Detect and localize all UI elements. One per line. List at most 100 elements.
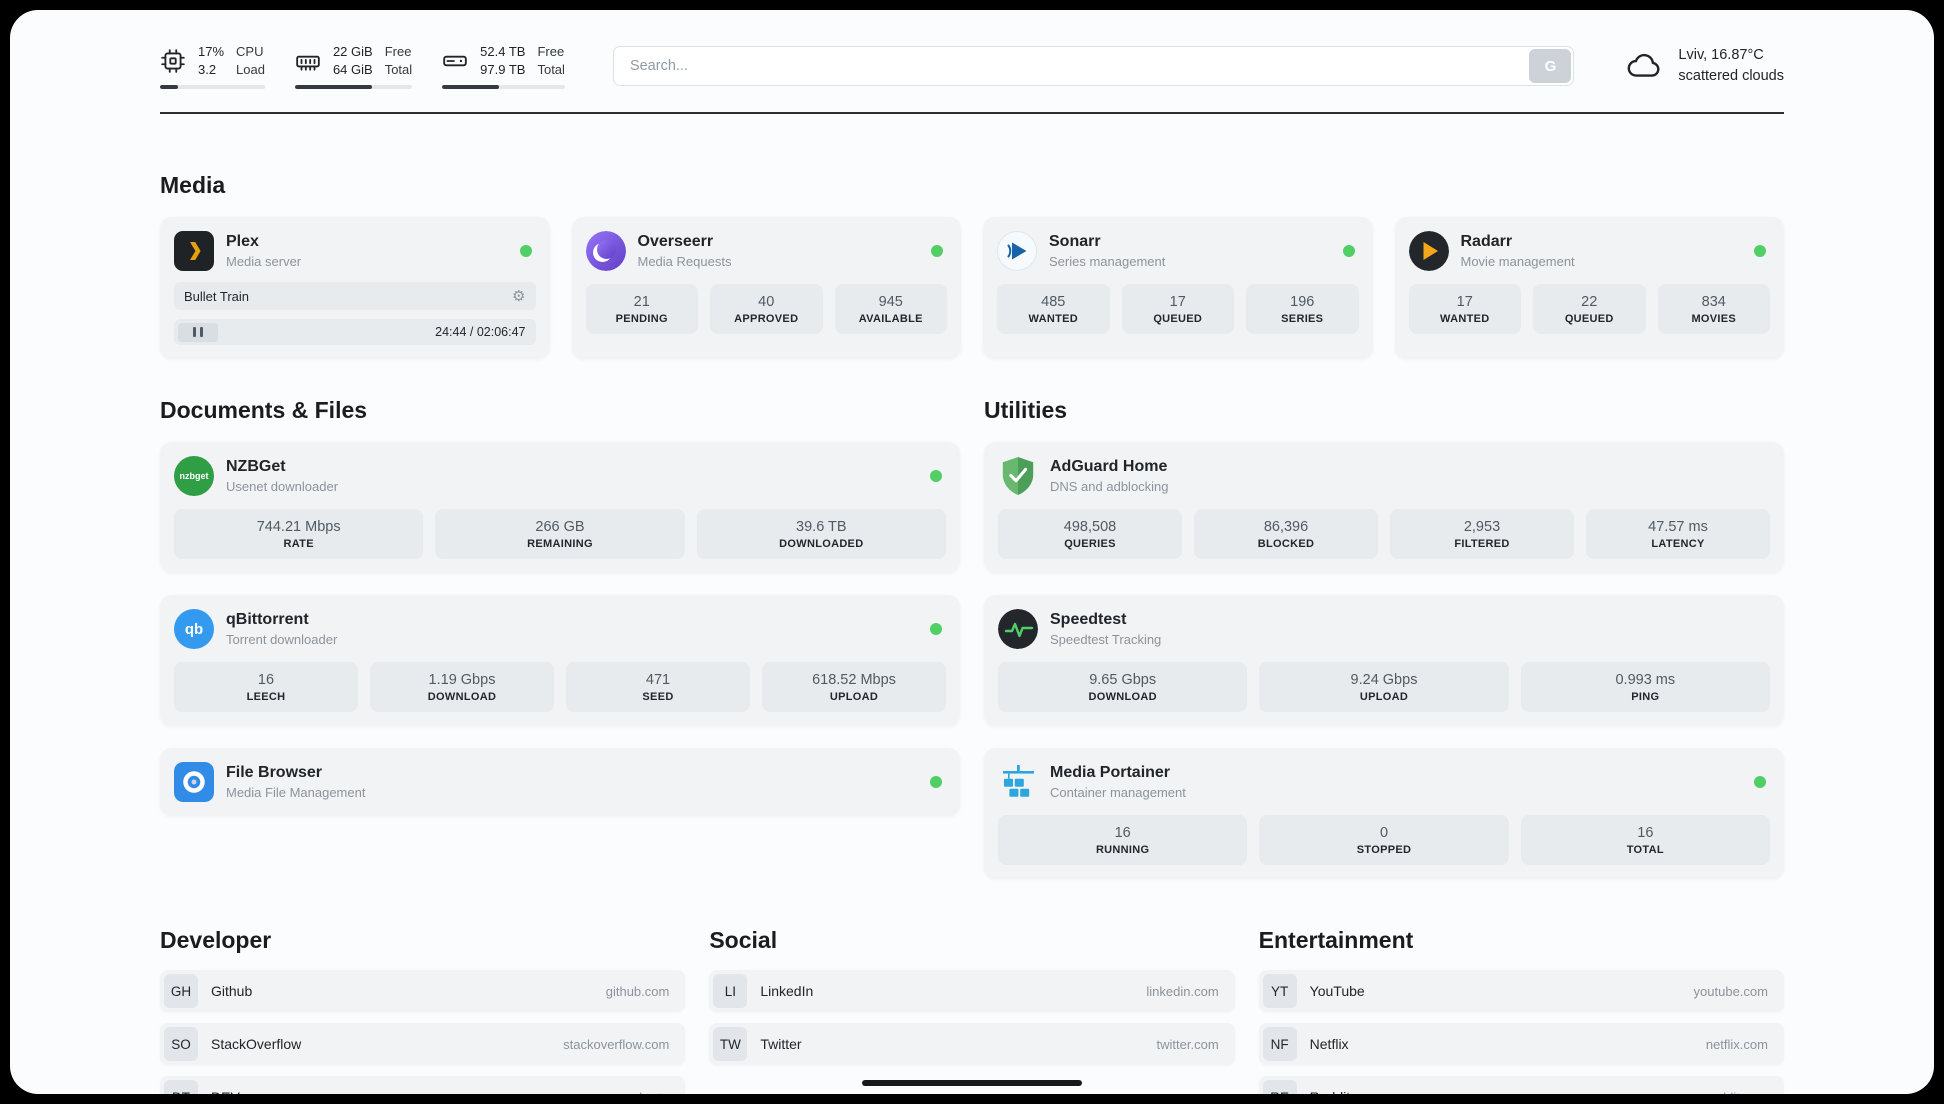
gear-icon[interactable]: ⚙ [512,287,526,305]
bookmark-column-social: Social LI LinkedIn linkedin.com TW Twitt… [709,927,1235,1094]
stat-label: APPROVED [734,312,799,325]
stat-value: 39.6 TB [796,518,847,535]
app-card-nzbget[interactable]: nzbget NZBGet Usenet downloader 744.21 M… [160,442,960,573]
stat-value: 17 [1169,293,1186,310]
bookmark-youtube[interactable]: YT YouTube youtube.com [1258,970,1784,1012]
section-title-social: Social [709,927,778,953]
app-name: NZBGet [226,458,286,475]
stat-tile: 485 WANTED [997,284,1110,334]
status-dot-online [1342,245,1355,257]
weather-widget: Lviv, 16.87°C scattered clouds [1622,45,1784,87]
bookmark-twitter[interactable]: TW Twitter twitter.com [709,1023,1235,1065]
app-subtitle: Series management [1049,254,1166,269]
stat-label: AVAILABLE [858,312,923,325]
speedtest-icon [998,609,1038,649]
bookmark-name: Netflix [1309,1036,1349,1052]
app-card-speedtest[interactable]: Speedtest Speedtest Tracking 9.65 Gbps D… [984,595,1784,726]
app-card-adguard[interactable]: AdGuard Home DNS and adblocking 498,508 … [984,442,1784,573]
stat-value: 21 [633,293,650,310]
app-card-portainer[interactable]: Media Portainer Container management 16 … [984,748,1784,879]
stat-tile: 40 APPROVED [710,284,823,334]
app-subtitle: Media File Management [226,785,366,800]
bookmark-netflix[interactable]: NF Netflix netflix.com [1258,1023,1784,1065]
stat-value: 266 GB [535,518,585,535]
cloud-icon [1622,47,1666,85]
overseerr-icon [585,231,626,271]
bookmark-reddit[interactable]: RE Reddit reddit.com [1258,1076,1784,1095]
weather-location-temp: Lviv, 16.87°C [1678,46,1764,63]
radarr-icon [1408,231,1449,271]
search-input[interactable] [615,58,1530,74]
portainer-icon [998,762,1038,802]
cpu-value-load: 3.2 [198,62,217,77]
status-dot-online [1754,245,1766,257]
disk-free-value: 52.4 TB [480,43,526,59]
app-card-radarr[interactable]: Radarr Movie management 17 WANTED 22 QUE… [1394,217,1784,359]
bookmark-dev[interactable]: DT DEV dev.to [160,1076,686,1094]
app-card-filebrowser[interactable]: File Browser Media File Management [160,748,960,816]
bookmark-name: Reddit [1310,1089,1350,1094]
section-title-media: Media [160,172,226,198]
app-card-qbittorrent[interactable]: qb qBittorrent Torrent downloader 16 [160,595,960,726]
pause-button[interactable] [178,322,218,342]
stat-tile: 22 QUEUED [1533,284,1646,334]
stat-value: 16 [257,671,275,688]
stat-label: SEED [642,690,674,703]
adguard-icon [998,456,1038,496]
stat-label: DOWNLOAD [1088,690,1157,703]
status-dot-online [930,623,942,635]
stat-tile: 16 LEECH [174,662,358,712]
stat-tile: 2,953 FILTERED [1390,509,1574,559]
stat-tile: 16 RUNNING [998,815,1248,865]
status-dot-online [1754,776,1766,788]
stat-tile: 17 WANTED [1408,284,1521,334]
stat-value: 17 [1456,293,1473,310]
bookmark-github[interactable]: GH Github github.com [160,970,686,1012]
cpu-widget: 17% 3.2 CPU Load [160,43,265,90]
stat-tile: 0 STOPPED [1259,815,1509,865]
app-card-plex[interactable]: Plex Media server Bullet Train ⚙ 24:44 /… [160,217,550,359]
stat-tile: 47.57 ms LATENCY [1586,509,1770,559]
app-card-sonarr[interactable]: Sonarr Series management 485 WANTED 17 Q… [983,217,1373,359]
linkedin-badge: LI [713,974,748,1008]
app-name: Sonarr [1049,233,1101,250]
bookmark-domain: youtube.com [1693,983,1768,999]
disk-label-2: Total [537,62,565,77]
stat-tile: 498,508 QUERIES [998,509,1182,559]
cpu-label-2: Load [236,62,265,77]
stat-label: RUNNING [1095,843,1150,856]
search-engine-button[interactable]: G [1529,49,1572,83]
app-name: Speedtest [1050,611,1127,628]
twitter-badge: TW [713,1027,748,1061]
bookmark-stackoverflow[interactable]: SO StackOverflow stackoverflow.com [160,1023,686,1065]
app-name: AdGuard Home [1050,458,1168,475]
app-card-overseerr[interactable]: Overseerr Media Requests 21 PENDING 40 A… [571,217,961,359]
stat-tile: 9.24 Gbps UPLOAD [1259,662,1509,712]
github-badge: GH [164,974,198,1008]
stat-label: PENDING [615,312,668,325]
bookmark-linkedin[interactable]: LI LinkedIn linkedin.com [709,970,1235,1012]
stat-label: REMAINING [527,537,593,550]
dev-badge: DT [164,1080,198,1094]
disk-total-value: 97.9 TB [480,62,526,77]
app-subtitle: Speedtest Tracking [1050,632,1162,647]
stat-label: WANTED [1440,312,1490,325]
app-subtitle: DNS and adblocking [1050,479,1169,494]
status-dot-online [931,245,943,257]
plex-icon [174,231,214,271]
stat-label: LEECH [246,690,286,703]
stat-tile: 17 QUEUED [1121,284,1234,334]
bookmark-domain: reddit.com [1707,1090,1780,1095]
stat-label: WANTED [1028,312,1078,325]
stat-tile: 945 AVAILABLE [834,284,947,334]
media-grid: Plex Media server Bullet Train ⚙ 24:44 /… [160,217,1784,359]
player-progress-bar[interactable]: 24:44 / 02:06:47 [174,319,536,345]
top-bar: 17% 3.2 CPU Load [160,40,1784,92]
ram-label-1: Free [384,43,412,59]
cpu-icon [160,48,186,74]
bookmark-column-entertainment: Entertainment YT YouTube youtube.com NF … [1258,927,1784,1095]
stat-value: 485 [1041,293,1066,310]
app-name: Overseerr [637,233,714,250]
stat-tile: 471 SEED [566,662,750,712]
cpu-label-1: CPU [236,43,264,59]
